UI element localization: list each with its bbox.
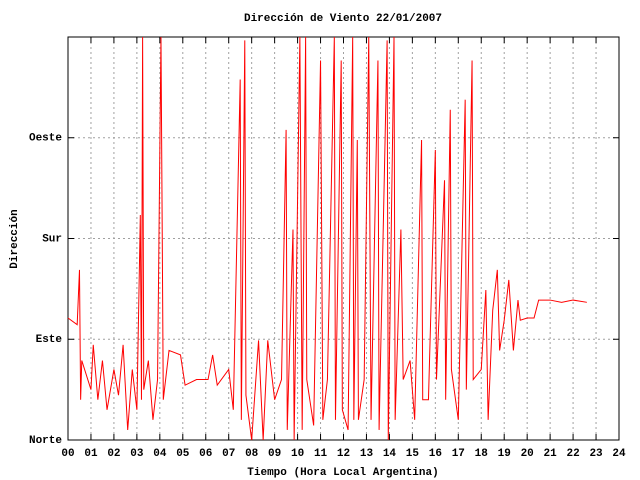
- y-tick-label: Este: [36, 334, 63, 346]
- x-tick-label: 03: [130, 448, 144, 460]
- x-tick-label: 04: [153, 448, 167, 460]
- x-tick-label: 16: [429, 448, 442, 460]
- x-tick-label: 24: [612, 448, 626, 460]
- x-tick-label: 00: [61, 448, 74, 460]
- x-tick-label: 08: [245, 448, 259, 460]
- chart-title: Dirección de Viento 22/01/2007: [244, 13, 442, 25]
- x-tick-label: 14: [383, 448, 397, 460]
- x-tick-label: 19: [498, 448, 511, 460]
- y-tick-label: Norte: [29, 435, 62, 447]
- x-tick-label: 17: [452, 448, 465, 460]
- x-tick-label: 21: [544, 448, 558, 460]
- x-axis-label: Tiempo (Hora Local Argentina): [247, 467, 438, 479]
- y-axis-label: Dirección: [9, 209, 21, 268]
- x-tick-label: 01: [84, 448, 98, 460]
- x-tick-label: 07: [222, 448, 235, 460]
- x-tick-label: 20: [521, 448, 534, 460]
- y-tick-label: Oeste: [29, 133, 62, 145]
- y-tick-label: Sur: [42, 233, 62, 245]
- x-tick-label: 02: [107, 448, 120, 460]
- data-line: [67, 36, 587, 441]
- x-tick-label: 22: [566, 448, 579, 460]
- plot-frame: [67, 36, 620, 441]
- x-tick-label: 23: [589, 448, 603, 460]
- x-tick-label: 11: [314, 448, 328, 460]
- x-tick-label: 13: [360, 448, 374, 460]
- x-tick-label: 05: [176, 448, 190, 460]
- x-tick-label: 09: [268, 448, 281, 460]
- x-tick-label: 12: [337, 448, 350, 460]
- x-tick-label: 15: [406, 448, 420, 460]
- x-tick-label: 06: [199, 448, 212, 460]
- x-tick-label: 10: [291, 448, 304, 460]
- x-tick-label: 18: [475, 448, 489, 460]
